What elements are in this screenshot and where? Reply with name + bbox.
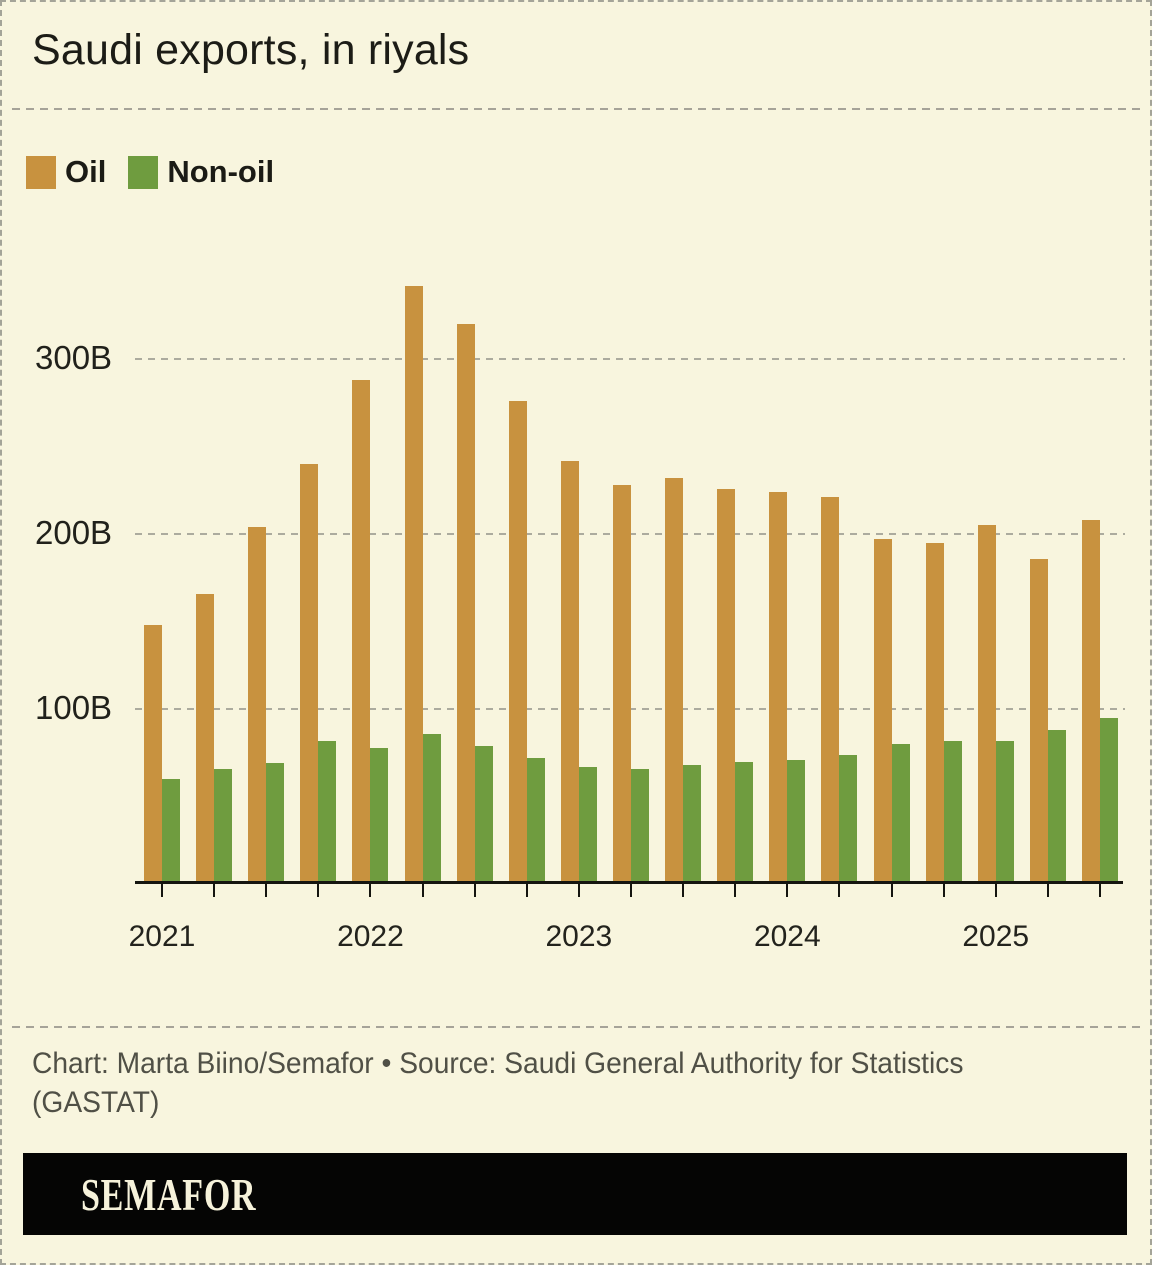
bar-oil-2022-q4: [508, 401, 527, 884]
x-tick-2023-q1: [577, 884, 580, 897]
title-separator: [12, 108, 1142, 110]
semafor-logo-banner: SEMAFOR: [23, 1153, 1127, 1235]
semafor-logo: SEMAFOR: [81, 1168, 257, 1220]
bar-non-oil-2022-q3: [474, 745, 493, 884]
bar-non-oil-2021-q3: [266, 763, 285, 884]
x-tick-2021-q2: [213, 884, 216, 897]
bar-non-oil-2024-q2: [839, 754, 858, 884]
bar-oil-2025-q2: [1029, 558, 1048, 884]
x-tick-2025-q3: [1098, 884, 1101, 897]
bar-oil-2023-q2: [612, 485, 631, 884]
x-tick-2022-q1: [369, 884, 372, 897]
bar-non-oil-2024-q4: [943, 740, 962, 884]
chart-title: Saudi exports, in riyals: [32, 26, 470, 74]
bar-non-oil-2022-q2: [422, 733, 441, 884]
bar-non-oil-2024-q1: [787, 759, 806, 884]
credit-line-2: (GASTAT): [32, 1086, 160, 1119]
y-axis-label-200b: 200B: [35, 514, 113, 552]
bar-oil-2021-q2: [196, 593, 215, 884]
bar-non-oil-2021-q2: [214, 768, 233, 884]
bar-non-oil-2025-q1: [995, 740, 1014, 884]
bar-oil-2024-q2: [821, 497, 840, 884]
chart-credit: Chart: Marta Biino/Semafor • Source: Sau…: [32, 1044, 1023, 1122]
x-tick-2022-q2: [421, 884, 424, 897]
legend: Oil Non-oil: [26, 154, 274, 190]
x-tick-2024-q3: [890, 884, 893, 897]
x-tick-2025-q1: [994, 884, 997, 897]
bar-oil-2022-q3: [456, 324, 475, 884]
bar-oil-2023-q4: [717, 488, 736, 884]
x-tick-2021-q1: [161, 884, 163, 897]
x-tick-2021-q3: [265, 884, 268, 897]
bar-non-oil-2022-q1: [370, 747, 389, 884]
legend-item-oil: Oil: [26, 154, 106, 190]
x-tick-2024-q2: [838, 884, 841, 897]
bar-oil-2022-q1: [352, 380, 371, 884]
bar-non-oil-2021-q4: [318, 740, 337, 884]
x-axis-label-2025: 2025: [962, 920, 1030, 953]
x-axis-label-2023: 2023: [545, 920, 613, 953]
bar-oil-2022-q2: [404, 285, 423, 884]
footer-separator: [12, 1026, 1142, 1028]
gridline-300b: [135, 358, 1125, 360]
x-axis-label-2022: 2022: [337, 920, 404, 953]
bar-oil-2024-q1: [769, 492, 788, 884]
bar-oil-2024-q4: [925, 542, 944, 884]
x-axis-line: [135, 881, 1123, 884]
bar-oil-2021-q1: [144, 625, 162, 884]
x-tick-2025-q2: [1046, 884, 1049, 897]
x-tick-2022-q3: [473, 884, 476, 897]
oil-swatch-icon: [26, 155, 56, 189]
bar-oil-2023-q3: [665, 478, 684, 884]
credit-line-1: Chart: Marta Biino/Semafor • Source: Sau…: [32, 1047, 964, 1080]
x-axis-label-2021: 2021: [128, 920, 196, 953]
y-axis-label-100b: 100B: [35, 689, 113, 727]
bar-oil-2023-q1: [560, 460, 579, 884]
x-tick-2023-q2: [629, 884, 632, 897]
legend-label-oil: Oil: [65, 154, 107, 189]
bar-oil-2025-q3: [1081, 520, 1100, 884]
legend-label-non-oil: Non-oil: [167, 154, 275, 189]
bar-non-oil-2021-q1: [162, 779, 180, 884]
x-tick-2023-q3: [682, 884, 685, 897]
bar-oil-2024-q3: [873, 539, 892, 884]
bar-non-oil-2024-q3: [891, 744, 910, 884]
x-axis-label-2024: 2024: [753, 920, 821, 953]
x-tick-2021-q4: [317, 884, 320, 897]
bar-non-oil-2025-q2: [1047, 730, 1066, 884]
non-oil-swatch-icon: [128, 155, 159, 189]
x-tick-2024-q1: [786, 884, 789, 897]
x-tick-2023-q4: [734, 884, 737, 897]
bar-oil-2021-q4: [300, 464, 319, 884]
bar-oil-2025-q1: [977, 525, 996, 884]
bar-non-oil-2023-q4: [735, 761, 754, 884]
bar-non-oil-2022-q4: [526, 758, 545, 884]
bar-non-oil-2023-q1: [578, 766, 597, 884]
legend-item-non-oil: Non-oil: [128, 154, 274, 190]
bar-oil-2021-q3: [248, 527, 267, 884]
y-axis-label-300b: 300B: [35, 339, 113, 377]
bar-non-oil-2025-q3: [1099, 717, 1118, 884]
bar-non-oil-2023-q3: [683, 765, 702, 884]
x-tick-2022-q4: [525, 884, 528, 897]
bar-non-oil-2023-q2: [630, 768, 649, 884]
x-tick-2024-q4: [942, 884, 945, 897]
